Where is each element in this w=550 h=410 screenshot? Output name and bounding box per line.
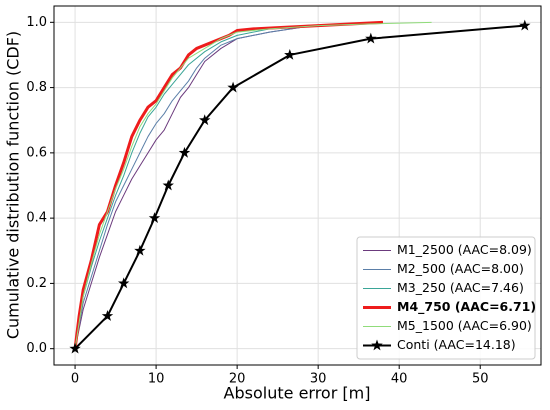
legend: M1_2500 (AAC=8.09) M2_500 (AAC=8.00) M3_25…: [356, 236, 536, 360]
star-marker: [199, 114, 211, 126]
series-line: [74, 24, 525, 350]
x-tick-label: 0: [71, 372, 79, 387]
star-marker: [101, 310, 114, 321]
legend-label: M3_250 (AAC=7.46): [397, 280, 524, 295]
star-marker: [227, 81, 239, 93]
series-line: [74, 21, 432, 349]
star-marker: [284, 48, 296, 60]
series-line: [73, 20, 384, 349]
legend-label: M4_750 (AAC=6.71): [397, 299, 536, 315]
x-axis-label: Absolute error [m]: [224, 384, 371, 403]
x-tick-label: 30: [310, 372, 327, 387]
x-tick-label: 20: [229, 372, 246, 387]
y-tick-label: 0.0: [26, 341, 47, 356]
series-line: [74, 21, 384, 349]
star-marker: [178, 146, 191, 158]
x-tick-label: 10: [148, 372, 165, 387]
star-marker: [117, 277, 130, 289]
legend-label: M5_1500 (AAC=6.90): [397, 318, 532, 333]
y-tick-label: 0.2: [26, 276, 47, 291]
star-marker: [148, 212, 161, 223]
x-tick-label: 40: [391, 372, 408, 387]
star-marker: [519, 19, 531, 31]
star-marker: [69, 342, 81, 354]
y-tick-label: 0.8: [26, 80, 47, 95]
star-marker: [162, 179, 174, 191]
y-tick-label: 1.0: [26, 15, 47, 30]
y-tick-label: 0.6: [26, 145, 47, 160]
x-tick-label: 50: [472, 372, 489, 387]
y-axis-label: Cumulative distribution function (CDF): [4, 31, 23, 339]
legend-box: [356, 236, 536, 360]
plot-frame: [53, 5, 542, 366]
legend-label: M1_2500 (AAC=8.09): [397, 242, 532, 257]
legend-label: Conti (AAC=14.18): [397, 337, 516, 352]
legend-label: M2_500 (AAC=8.00): [397, 261, 524, 276]
y-tick-label: 0.4: [26, 211, 47, 226]
star-marker: [134, 244, 146, 256]
legend-marker: [371, 339, 383, 351]
series-line: [74, 21, 384, 349]
series-line: [74, 21, 384, 349]
star-marker: [365, 32, 377, 44]
